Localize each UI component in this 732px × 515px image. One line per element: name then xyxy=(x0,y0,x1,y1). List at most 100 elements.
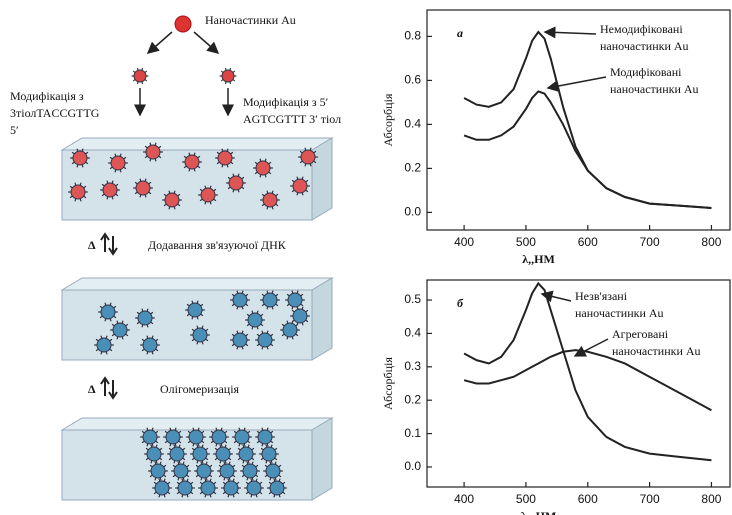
x-tick-label: 600 xyxy=(578,492,598,506)
y-axis-label: Абсорбція xyxy=(381,93,395,146)
mod-right: Модифікація з 5′ xyxy=(243,95,329,109)
mod-left: 5′ xyxy=(10,123,19,137)
particle xyxy=(248,313,262,327)
particle xyxy=(185,155,199,169)
particle xyxy=(218,151,232,165)
x-tick-label: 700 xyxy=(640,235,660,249)
y-tick-label: 0.2 xyxy=(404,392,421,406)
figure: Наночастинки Au Модифікація з 3тіолTACCG… xyxy=(0,0,732,515)
particle xyxy=(233,293,247,307)
particle xyxy=(151,464,165,478)
particle xyxy=(270,481,284,495)
particle xyxy=(193,328,207,342)
box-top xyxy=(62,138,332,150)
y-tick-label: 0.5 xyxy=(404,292,421,306)
y-tick-label: 0.0 xyxy=(404,459,421,473)
particle xyxy=(193,447,207,461)
particle xyxy=(197,464,211,478)
particle xyxy=(103,183,117,197)
delta: Δ xyxy=(88,238,96,252)
y-tick-label: 0.4 xyxy=(404,326,421,340)
particle xyxy=(138,311,152,325)
panel-label: а xyxy=(457,26,463,40)
particle xyxy=(143,430,157,444)
x-tick-label: 800 xyxy=(701,492,721,506)
particle xyxy=(263,293,277,307)
particle-label: Наночастинки Au xyxy=(205,13,296,27)
x-axis-label: λ,, НМ xyxy=(521,509,557,515)
particle xyxy=(243,464,257,478)
y-tick-label: 0.3 xyxy=(404,359,421,373)
particle xyxy=(113,323,127,337)
particle xyxy=(201,481,215,495)
particle xyxy=(73,151,87,165)
particle xyxy=(256,161,270,175)
particle xyxy=(147,447,161,461)
x-tick-label: 500 xyxy=(516,492,536,506)
series-line xyxy=(464,350,711,410)
particle xyxy=(155,481,169,495)
particle xyxy=(283,323,297,337)
updown-arrows xyxy=(101,234,117,254)
delta: Δ xyxy=(88,382,96,396)
series-annotation: Незв'язані xyxy=(575,289,628,303)
particle xyxy=(262,447,276,461)
particle xyxy=(258,333,272,347)
y-tick-label: 0.1 xyxy=(404,426,421,440)
particle xyxy=(224,481,238,495)
x-tick-label: 700 xyxy=(640,492,660,506)
series-line xyxy=(464,32,711,208)
box-top xyxy=(62,278,332,290)
x-tick-label: 400 xyxy=(454,492,474,506)
particle xyxy=(293,179,307,193)
particle xyxy=(247,481,261,495)
arrow xyxy=(148,32,172,53)
particle xyxy=(136,181,150,195)
particle xyxy=(235,430,249,444)
series-annotation: Модифіковані xyxy=(610,65,682,79)
x-tick-label: 800 xyxy=(701,235,721,249)
particle xyxy=(178,481,192,495)
particle xyxy=(170,447,184,461)
annotation-arrow xyxy=(545,32,596,34)
step-label: Додавання зв'язуючої ДНК xyxy=(148,238,287,252)
arrow xyxy=(194,32,218,53)
box-side xyxy=(312,138,332,220)
y-tick-label: 0.6 xyxy=(404,73,421,87)
x-tick-label: 500 xyxy=(516,235,536,249)
box-side xyxy=(312,278,332,360)
particle xyxy=(143,338,157,352)
particle xyxy=(101,305,115,319)
y-tick-label: 0.0 xyxy=(404,205,421,219)
step-label: Олігомеризація xyxy=(160,382,240,396)
particle xyxy=(220,464,234,478)
particle xyxy=(266,464,280,478)
particle xyxy=(258,430,272,444)
series-annotation: наночастинки Au xyxy=(610,82,699,96)
mod-left: 3тіолTACCGTTG xyxy=(10,106,100,120)
series-annotation: наночастинки Au xyxy=(612,344,701,358)
particle xyxy=(239,447,253,461)
particle xyxy=(188,303,202,317)
panel-label: б xyxy=(457,296,464,310)
particle xyxy=(288,293,302,307)
series-annotation: наночастинки Au xyxy=(600,39,689,53)
particle xyxy=(222,70,234,82)
particle xyxy=(165,193,179,207)
particle xyxy=(229,176,243,190)
x-tick-label: 600 xyxy=(578,235,598,249)
particle xyxy=(212,430,226,444)
mod-left: Модифікація з xyxy=(10,89,84,103)
series-annotation: Немодифіковані xyxy=(600,22,683,36)
particle xyxy=(301,150,315,164)
particle xyxy=(201,188,215,202)
gold-particle xyxy=(175,16,191,32)
y-tick-label: 0.4 xyxy=(404,117,421,131)
particle xyxy=(146,145,160,159)
particle xyxy=(71,185,85,199)
x-axis-label: λ,,НМ xyxy=(522,252,555,266)
particle xyxy=(97,338,111,352)
particle xyxy=(263,193,277,207)
y-axis-label: Абсорбція xyxy=(381,357,395,410)
series-annotation: Агреговані xyxy=(612,327,669,341)
